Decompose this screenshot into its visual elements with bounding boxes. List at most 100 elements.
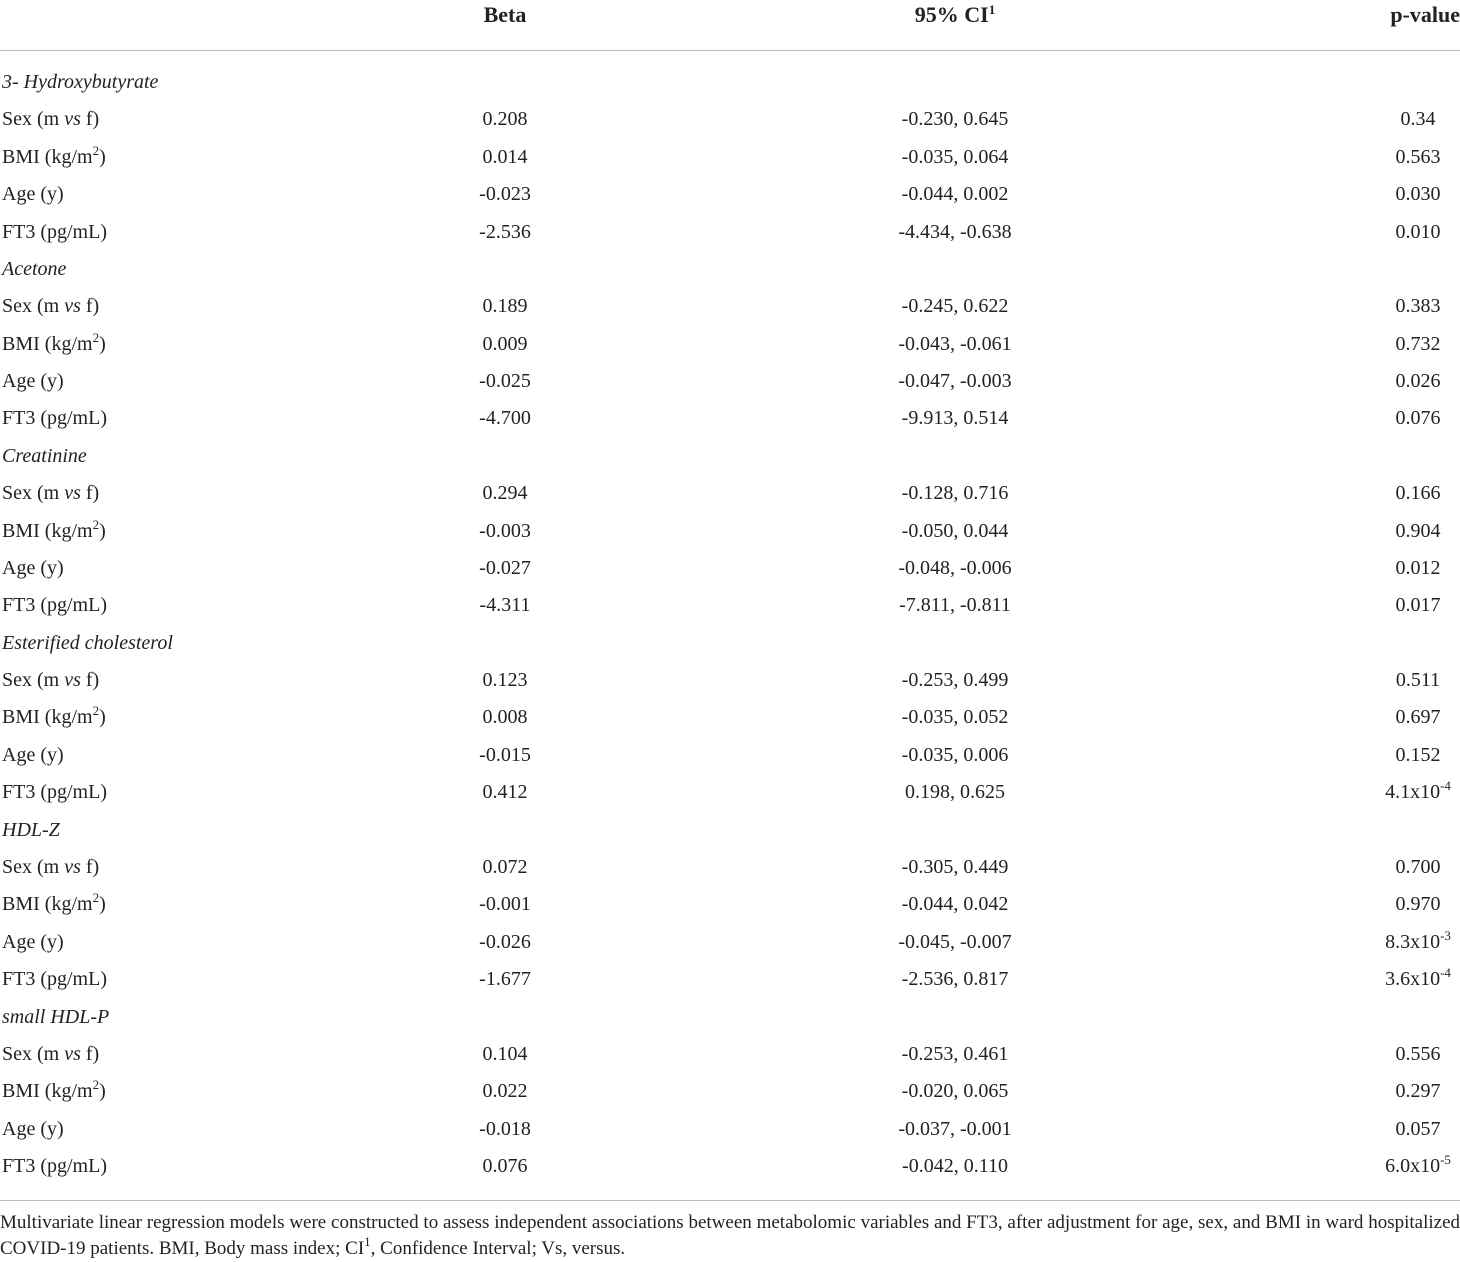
italic-run: vs: [64, 855, 81, 878]
superscript: 1: [364, 1234, 371, 1249]
cell: 0.34: [1400, 108, 1436, 131]
cell: 0.732: [1395, 332, 1441, 355]
superscript: 2: [92, 1077, 100, 1093]
row-label: BMI (kg/m2): [2, 891, 106, 916]
cell: 0.700: [1395, 855, 1441, 878]
superscript: 2: [92, 142, 100, 158]
cell: -0.050, 0.044: [901, 519, 1009, 542]
cell: -4.311: [479, 594, 531, 617]
row-label: FT3 (pg/mL): [2, 407, 107, 430]
cell: 0.030: [1395, 183, 1441, 206]
row-label: Sex (m vs f): [2, 294, 99, 318]
superscript: -5: [1440, 1152, 1451, 1168]
superscript: 2: [92, 516, 100, 532]
cell: 0.008: [482, 706, 528, 729]
cell: 0.297: [1395, 1080, 1441, 1103]
text-run: , Confidence Interval; Vs, versus.: [370, 1238, 626, 1259]
row-label: Sex (m vs f): [2, 481, 99, 505]
cell: 0.511: [1395, 669, 1441, 692]
text-run: 4.1x10: [1385, 781, 1441, 804]
row-label: Sex (m vs f): [2, 107, 99, 131]
text-run: Sex (m: [2, 669, 65, 692]
cell: -0.230, 0.645: [901, 108, 1009, 131]
italic-run: vs: [64, 108, 81, 131]
cell: 0.208: [482, 108, 528, 131]
header-rule: [0, 50, 1460, 51]
cell: 0.014: [482, 145, 528, 168]
group-label: HDL-Z: [2, 818, 60, 841]
text-run: ): [99, 145, 106, 168]
row-label: FT3 (pg/mL): [2, 220, 107, 243]
cell: 0.026: [1395, 370, 1441, 393]
group-label: small HDL-P: [2, 1005, 110, 1028]
cell: -0.025: [479, 370, 531, 393]
text-run: ): [99, 706, 106, 729]
cell: 0.072: [482, 855, 528, 878]
text-run: Sex (m: [2, 855, 65, 878]
cell: 0.556: [1395, 1042, 1441, 1065]
cell: -0.015: [479, 743, 531, 766]
cell: -0.253, 0.499: [901, 669, 1009, 692]
row-label: BMI (kg/m2): [2, 1077, 106, 1103]
row-label: BMI (kg/m2): [2, 329, 106, 356]
cell: 0.189: [482, 295, 528, 318]
row-label: Age (y): [2, 370, 64, 393]
cell: 0.383: [1395, 295, 1441, 318]
cell: -0.044, 0.002: [901, 183, 1009, 206]
cell: -0.043, -0.061: [898, 332, 1012, 355]
cell: -0.027: [479, 556, 531, 579]
cell: -0.023: [479, 183, 531, 206]
cell: 0.022: [482, 1080, 528, 1103]
column-header: 95% CI1: [755, 3, 1155, 27]
row-label: FT3 (pg/mL): [2, 1155, 107, 1178]
cell: -0.044, 0.042: [901, 893, 1009, 916]
cell: 0.076: [482, 1155, 528, 1178]
group-label: 3- Hydroxybutyrate: [2, 71, 159, 93]
cell: -4.700: [479, 407, 531, 430]
text-run: BMI (kg/m: [2, 706, 93, 729]
cell: -0.026: [479, 930, 531, 953]
text-run: f): [80, 669, 100, 692]
text-run: Multivariate linear regression models we…: [0, 1212, 1460, 1259]
row-label: FT3 (pg/mL): [2, 968, 107, 991]
cell: 0.697: [1395, 706, 1441, 729]
footnote: Multivariate linear regression models we…: [0, 1210, 1460, 1262]
group-label: Esterified cholesterol: [2, 631, 173, 654]
cell: 0.017: [1395, 594, 1441, 617]
text-run: BMI (kg/m: [2, 1080, 93, 1103]
superscript: -4: [1440, 778, 1451, 794]
superscript: 2: [92, 329, 100, 345]
row-label: BMI (kg/m2): [2, 704, 106, 729]
row-label: Age (y): [2, 183, 64, 206]
cell: -0.035, 0.006: [901, 743, 1009, 766]
text-run: ): [99, 1080, 106, 1103]
row-label: Age (y): [2, 743, 64, 766]
superscript: 1: [988, 2, 996, 17]
cell: -0.045, -0.007: [898, 930, 1012, 953]
cell: -4.434, -0.638: [898, 220, 1012, 243]
text-run: 6.0x10: [1385, 1155, 1441, 1178]
cell: 0.076: [1395, 407, 1441, 430]
cell: 0.904: [1395, 519, 1441, 542]
cell: 0.563: [1395, 145, 1441, 168]
text-run: 3.6x10: [1385, 968, 1441, 991]
cell: -0.047, -0.003: [898, 370, 1012, 393]
cell: -0.128, 0.716: [901, 482, 1009, 505]
cell: -0.245, 0.622: [901, 295, 1009, 318]
cell: 0.198, 0.625: [905, 781, 1005, 804]
cell: 0.012: [1395, 556, 1441, 579]
row-label: Age (y): [2, 1117, 64, 1140]
text-run: f): [80, 108, 100, 131]
cell: -0.305, 0.449: [901, 855, 1009, 878]
cell: -2.536: [479, 220, 531, 243]
cell: 0.166: [1395, 482, 1441, 505]
column-header: Beta: [483, 2, 527, 27]
cell: -0.001: [479, 893, 531, 916]
text-run: BMI (kg/m: [2, 519, 93, 542]
text-run: 8.3x10: [1385, 930, 1441, 953]
text-run: Sex (m: [2, 1042, 65, 1065]
column-header: p-value: [1390, 2, 1460, 27]
cell: 8.3x10-3: [1218, 929, 1460, 954]
cell: -0.003: [479, 519, 531, 542]
